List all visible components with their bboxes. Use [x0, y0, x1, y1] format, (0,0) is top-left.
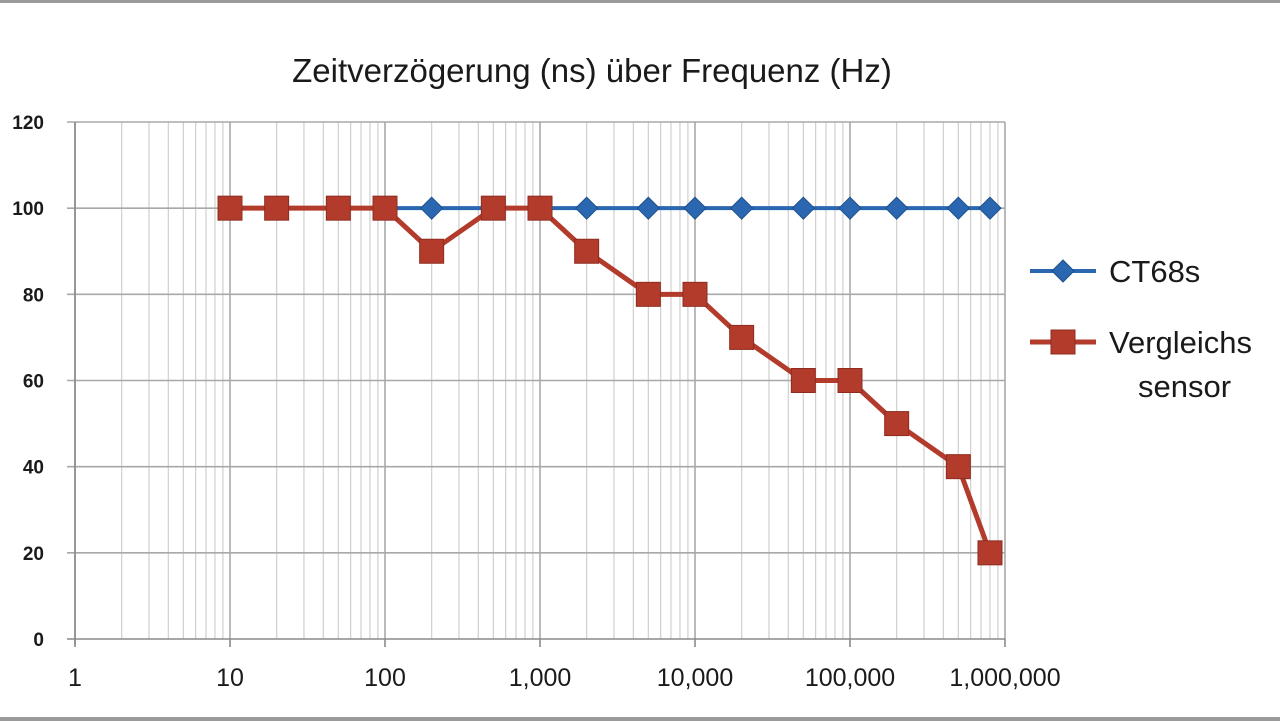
y-tick-label: 80	[23, 285, 44, 306]
y-tick-label: 40	[23, 458, 44, 479]
square-data-point	[419, 238, 445, 264]
diamond-data-point	[683, 196, 707, 220]
y-tick-label: 0	[33, 630, 44, 651]
diamond-data-point	[729, 196, 754, 220]
series-layer	[217, 195, 1003, 566]
y-tick-label: 100	[12, 199, 44, 220]
square-data-point	[264, 195, 290, 221]
x-tick-label: 10,000	[657, 664, 733, 692]
legend-entry: Vergleichs sensor	[1030, 325, 1252, 404]
x-tick-label: 1	[68, 664, 82, 692]
y-tick-label: 20	[23, 544, 44, 565]
x-tick-label: 100,000	[805, 664, 895, 692]
square-data-point	[945, 454, 971, 480]
legend: CT68s Vergleichs sensor	[1030, 254, 1252, 404]
square-data-point	[682, 281, 708, 307]
diamond-data-point	[838, 196, 862, 220]
diamond-data-point	[574, 196, 599, 220]
legend-marker	[1050, 329, 1076, 355]
y-tick-label: 60	[23, 372, 44, 393]
square-data-point	[217, 195, 243, 221]
y-tick-label: 120	[12, 113, 44, 134]
square-data-point	[977, 540, 1003, 566]
square-data-point	[325, 195, 351, 221]
x-tick-label: 10	[216, 664, 244, 692]
legend-label: CT68s	[1109, 254, 1200, 289]
square-data-point	[790, 368, 816, 393]
square-data-point	[635, 281, 661, 307]
x-tick-label: 1,000	[509, 664, 572, 692]
series-line	[230, 205, 993, 554]
x-tick-label: 1,000,000	[949, 664, 1060, 692]
chart-title: Zeitverzögerung (ns) über Frequenz (Hz)	[292, 52, 892, 89]
square-data-point	[574, 238, 600, 264]
series-1	[217, 195, 1003, 566]
legend-marker	[1051, 259, 1075, 283]
diamond-data-point	[884, 196, 909, 220]
diamond-data-point	[636, 196, 661, 220]
square-data-point	[372, 195, 398, 221]
bottom-border	[0, 717, 1280, 721]
square-data-point	[837, 368, 863, 393]
diamond-data-point	[946, 196, 971, 220]
top-border	[0, 0, 1280, 3]
square-data-point	[729, 324, 755, 350]
legend-label: Vergleichs	[1109, 325, 1252, 360]
square-data-point	[480, 195, 506, 221]
square-data-point	[527, 195, 553, 221]
x-tick-label: 100	[364, 664, 406, 692]
diamond-data-point	[791, 196, 816, 220]
diamond-data-point	[978, 196, 1002, 220]
legend-label: sensor	[1138, 369, 1231, 404]
diamond-data-point	[419, 196, 444, 220]
legend-entry: CT68s	[1030, 254, 1200, 289]
square-data-point	[884, 411, 910, 437]
